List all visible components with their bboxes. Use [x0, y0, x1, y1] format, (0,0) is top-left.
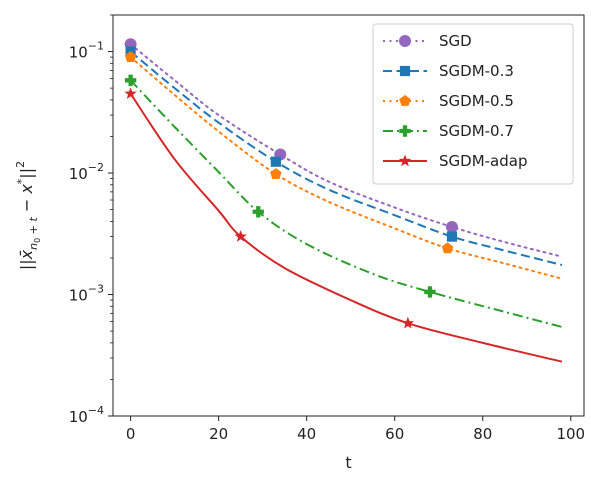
legend-items: SGD SGDM-0.3 SGDM-0.5 SGDM-0.7 SGDM-adap	[383, 32, 527, 170]
data-point	[124, 87, 137, 99]
ylabel-sup: 2	[14, 161, 27, 168]
legend-label: SGDM-0.3	[439, 62, 514, 80]
ylabel-subsub: 0	[33, 238, 42, 243]
data-point	[401, 316, 415, 329]
x-tick-label: 100	[556, 425, 585, 443]
legend-label: SGDM-0.5	[439, 92, 514, 110]
data-point	[270, 168, 282, 179]
ylabel-open: ||	[17, 259, 36, 270]
y-axis-label: ||x̄n0 + t − x*||2	[14, 161, 42, 270]
ticks-layer: 0 20 40 60 80 100 10−1 10−2 10−3 10−4	[69, 14, 585, 443]
legend: SGD SGDM-0.3 SGDM-0.5 SGDM-0.7 SGDM-adap	[372, 23, 574, 185]
legend-item: SGD	[383, 32, 472, 50]
ylabel-sub: n	[27, 243, 40, 250]
legend-item: SGDM-0.5	[383, 92, 514, 110]
legend-label: SGD	[439, 32, 472, 50]
series-line	[129, 56, 563, 280]
x-tick-label: 20	[209, 425, 228, 443]
legend-marker	[398, 154, 412, 167]
series-3	[124, 74, 563, 328]
data-point	[234, 230, 247, 242]
legend-item: SGDM-0.3	[383, 62, 514, 80]
data-point	[124, 51, 137, 62]
data-point	[445, 220, 458, 233]
series-line	[129, 43, 563, 258]
legend-box	[372, 23, 574, 185]
x-tick-label: 0	[126, 425, 136, 443]
ylabel-star: *	[15, 178, 28, 184]
ylabel-minus: −	[17, 194, 36, 218]
data-point	[270, 156, 281, 167]
legend-item: SGDM-adap	[383, 152, 527, 170]
ylabel-x: x	[17, 184, 36, 195]
plot-frame	[112, 14, 585, 417]
series-line	[129, 50, 563, 266]
legend-label: SGDM-0.7	[439, 122, 514, 140]
series-2	[124, 51, 563, 280]
x-axis-label: t	[345, 453, 351, 472]
y-tick-label: 10−3	[69, 283, 104, 305]
data-point	[446, 231, 458, 242]
data-point	[252, 206, 264, 218]
data-point	[441, 242, 454, 254]
legend-marker	[399, 125, 411, 137]
x-tick-label: 40	[297, 425, 316, 443]
data-point	[424, 286, 436, 298]
data-point	[124, 74, 137, 87]
legend-item: SGDM-0.7	[383, 122, 514, 140]
x-tick-label: 60	[385, 425, 404, 443]
y-tick-label: 10−1	[69, 40, 104, 62]
series-line	[129, 93, 563, 363]
x-tick-label: 80	[473, 425, 492, 443]
series-4	[124, 87, 563, 363]
y-tick-label: 10−2	[69, 161, 104, 183]
ylabel-close: ||	[17, 168, 36, 179]
ylabel-subplus: + t	[27, 217, 40, 238]
series-layer	[124, 38, 563, 363]
ylabel-xbar: x̄	[17, 249, 36, 260]
y-tick-label: 10−4	[69, 404, 104, 426]
legend-label: SGDM-adap	[439, 152, 527, 170]
legend-marker	[399, 95, 411, 106]
series-line	[129, 79, 563, 328]
legend-marker	[399, 65, 411, 77]
legend-marker	[399, 35, 411, 47]
